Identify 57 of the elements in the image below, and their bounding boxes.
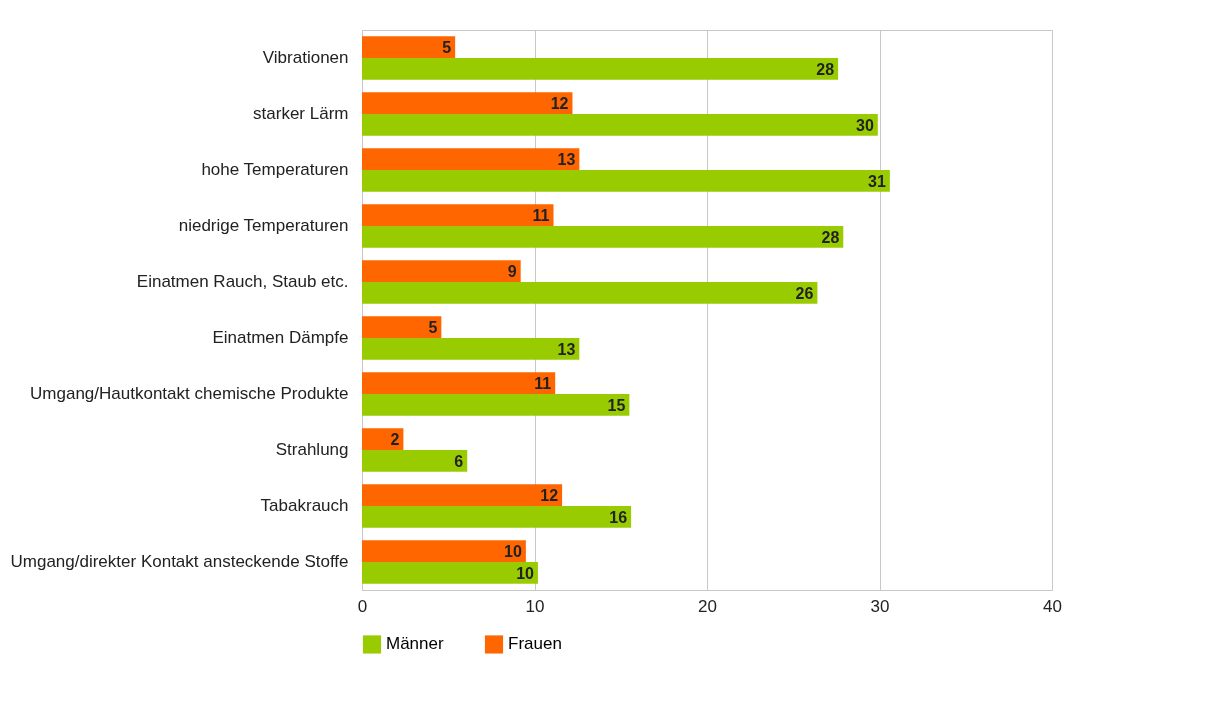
x-tick-label: 20 [698,596,717,616]
y-tick-label: Tabakrauch [260,496,349,515]
data-label: 6 [454,452,464,470]
bar [362,394,630,416]
bar [362,540,526,562]
data-label: 9 [507,263,517,281]
y-tick-label: starker Lärm [253,104,349,123]
bar [362,282,818,304]
data-label: 11 [532,207,550,225]
data-label: 16 [609,508,628,526]
y-tick-label: hohe Temperaturen [201,160,349,179]
y-tick-label: niedrige Temperaturen [178,216,349,235]
bar [362,58,839,80]
data-label: 10 [504,543,522,561]
data-label: 11 [534,375,552,393]
bar [362,372,556,394]
bar [362,428,404,450]
bar [362,562,538,584]
data-label: 30 [855,116,874,134]
y-tick-label: Umgang/direkter Kontakt ansteckende Stoffe [10,552,349,571]
data-label: 15 [607,396,626,414]
y-tick-label: Einatmen Dämpfe [212,328,349,347]
bar [362,450,468,472]
x-tick-label: 0 [357,596,368,616]
legend-label: Männer [386,634,444,654]
data-label: 2 [390,431,400,449]
bar [362,338,580,360]
bar [362,226,844,248]
y-tick-label: Strahlung [275,440,349,459]
x-tick-label: 10 [525,596,545,616]
data-label: 26 [795,284,814,302]
bar [362,260,521,282]
bar [362,316,442,338]
data-label: 28 [821,228,840,246]
bar [362,484,563,506]
y-tick-label: Einatmen Rauch, Staub etc. [136,272,349,291]
bar [362,204,554,226]
bar [362,148,580,170]
y-tick-label: Vibrationen [262,48,349,67]
data-label: 5 [442,39,452,57]
bar [362,92,573,114]
x-tick-label: 40 [1043,596,1062,616]
data-label: 13 [557,340,576,358]
bar [362,170,890,192]
data-label: 28 [816,60,835,78]
data-label: 13 [557,151,576,169]
bar [362,114,878,136]
data-label: 12 [540,487,559,505]
bar [362,36,456,58]
bar [362,506,632,528]
data-label: 31 [868,172,886,190]
data-label: 10 [516,564,535,582]
x-tick-label: 30 [870,596,890,616]
legend-label: Frauen [508,634,562,654]
y-tick-label: Umgang/Hautkontakt chemische Produkte [30,384,349,403]
data-label: 5 [428,319,438,337]
data-label: 12 [550,95,569,113]
